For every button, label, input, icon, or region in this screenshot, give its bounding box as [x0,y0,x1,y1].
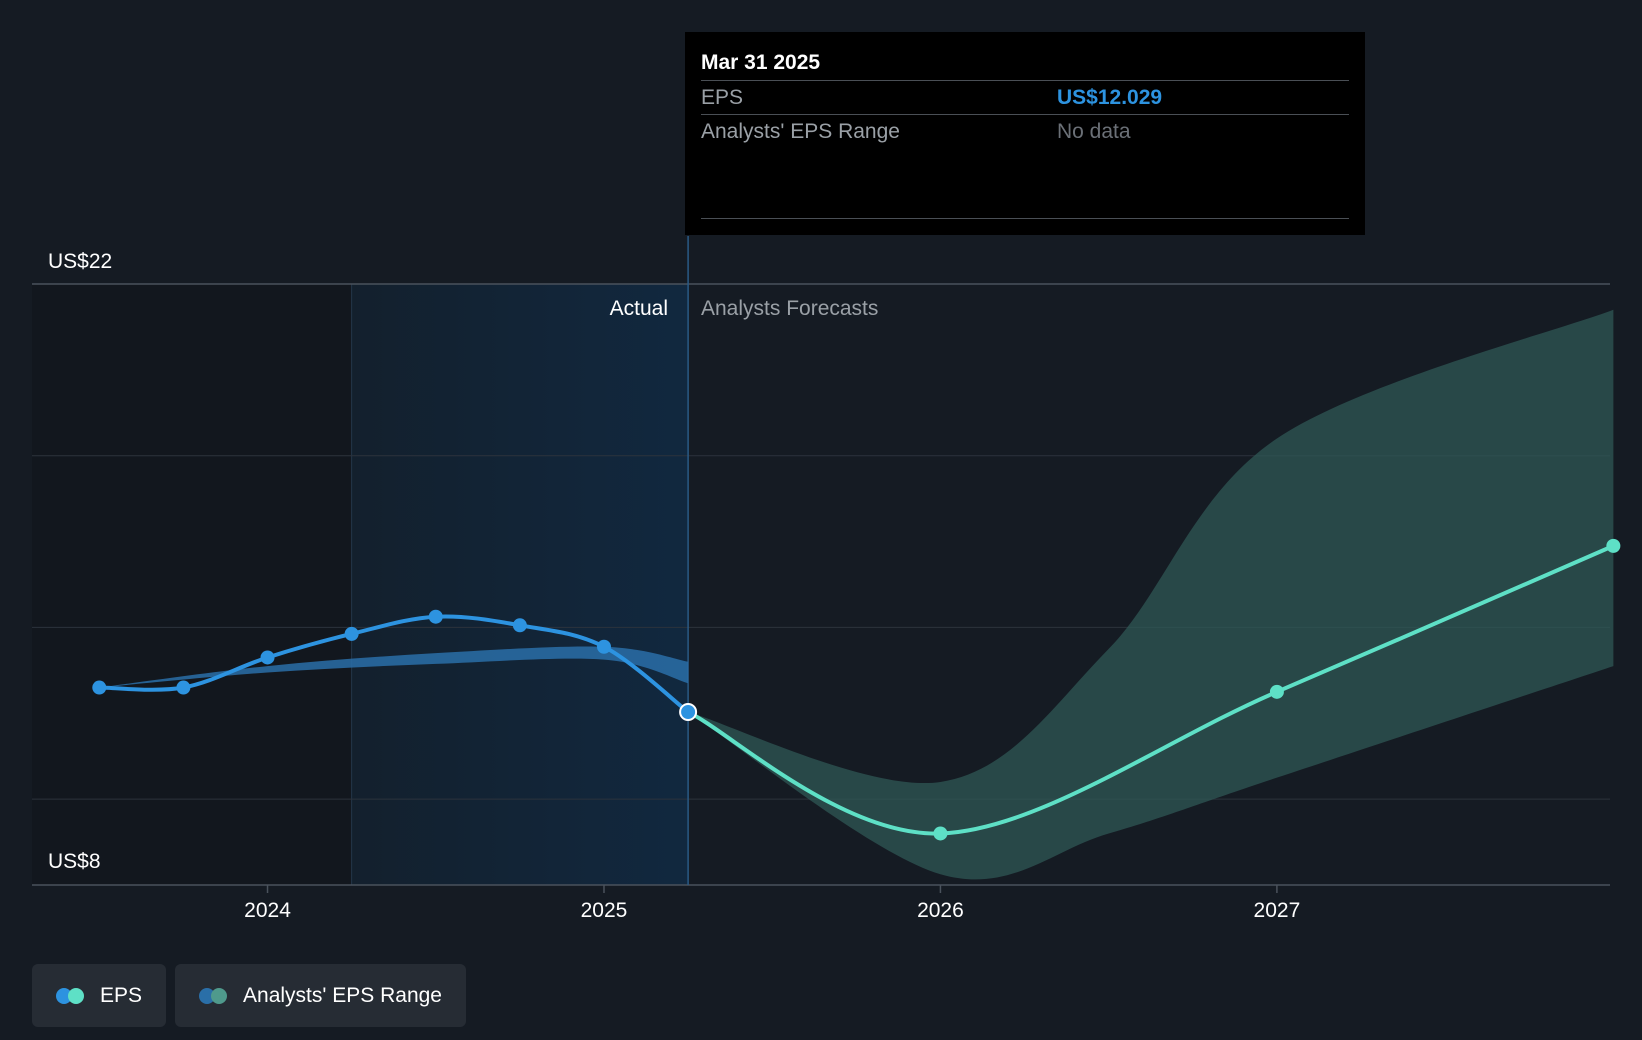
eps-forecast-line [686,543,1616,836]
x-tick-label: 2024 [244,899,291,922]
x-tick-label: 2027 [1254,899,1301,922]
hover-marker [679,702,698,721]
tooltip-row-range: Analysts' EPS Range No data [701,114,1349,148]
data-point [260,650,275,665]
legend-item-eps[interactable]: EPS [32,964,167,1027]
legend-label-eps: EPS [100,983,143,1007]
data-point [1606,538,1621,553]
tooltip-eps-key: EPS [701,86,744,109]
tooltip-row-eps: EPS US$12.029 [701,80,1349,114]
data-point [933,826,948,841]
legend-dot-b [68,987,84,1004]
tooltip-date: Mar 31 2025 [701,51,821,74]
tooltip-range-key: Analysts' EPS Range [701,120,900,143]
eps-legend-icon [56,987,86,1004]
legend-dot-b [211,987,228,1004]
data-point [512,618,527,633]
tooltip-divider [701,218,1349,219]
data-point [596,639,611,654]
chart-legend: EPS Analysts' EPS Range [32,964,466,1027]
hover-tooltip: Mar 31 2025 EPS US$12.029 Analysts' EPS … [685,32,1365,235]
y-max-label: US$22 [48,250,112,273]
past-year-highlight [351,284,689,885]
data-point [1269,684,1284,699]
data-point [176,680,191,695]
x-tick-label: 2025 [581,899,628,922]
tooltip-range-value: No data [1057,120,1131,143]
data-point [344,626,359,641]
actual-label: Actual [610,297,668,320]
y-min-label: US$8 [48,850,101,873]
eps-range-band [99,646,689,688]
data-point [92,680,107,695]
forecast-label: Analysts Forecasts [701,297,878,320]
legend-label-range: Analysts' EPS Range [243,983,442,1007]
eps-range-band [688,309,1614,880]
legend-item-range[interactable]: Analysts' EPS Range [175,964,466,1027]
x-tick-label: 2026 [917,899,964,922]
data-point [428,609,443,624]
tooltip-eps-value: US$12.029 [1057,86,1163,109]
range-legend-icon [199,987,229,1004]
